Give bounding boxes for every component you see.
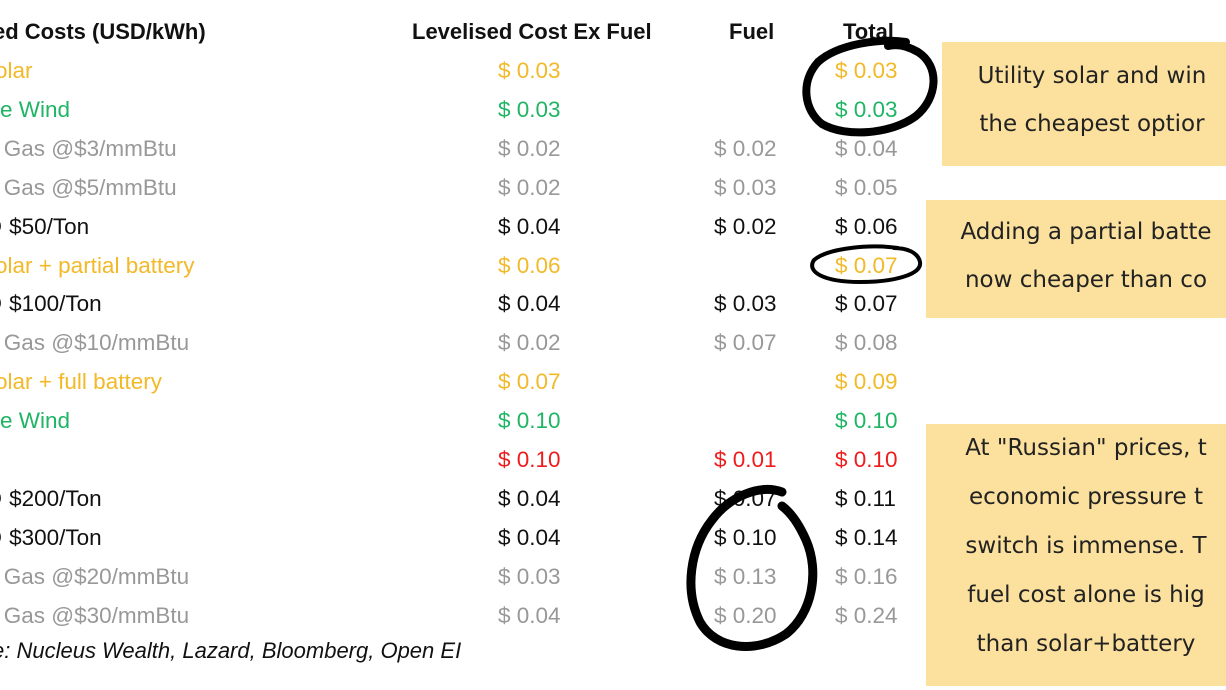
cell-total: $ 0.16 bbox=[835, 563, 898, 589]
row-label: ore Wind bbox=[0, 408, 71, 434]
note-line: the cheapest optior bbox=[979, 111, 1205, 137]
cell-ex-fuel: $ 0.06 bbox=[498, 252, 561, 278]
cell-total: $ 0.10 bbox=[835, 408, 898, 434]
cell-fuel: $ 0.20 bbox=[714, 602, 777, 628]
row-label: al Gas @$30/mmBtu bbox=[0, 602, 190, 628]
sticky-note-cheapest: Utility solar and win the cheapest optio… bbox=[942, 42, 1226, 166]
note-line: Adding a partial batte bbox=[960, 219, 1212, 245]
row-label: @ $100/Ton bbox=[0, 291, 102, 317]
header-ex-fuel: Levelised Cost Ex Fuel bbox=[412, 19, 652, 44]
note-line: switch is immense. T bbox=[965, 533, 1207, 559]
cell-fuel: $ 0.13 bbox=[714, 563, 777, 589]
cell-total: $ 0.10 bbox=[835, 447, 898, 472]
cell-total: $ 0.07 bbox=[835, 252, 898, 278]
cell-ex-fuel: $ 0.04 bbox=[498, 524, 561, 550]
cell-ex-fuel: $ 0.10 bbox=[498, 447, 561, 472]
table-row: al Gas @$3/mmBtu $ 0.02 $ 0.02 $ 0.04 bbox=[0, 129, 930, 168]
cell-fuel: $ 0.02 bbox=[714, 213, 777, 239]
row-label: al Gas @$10/mmBtu bbox=[0, 330, 190, 356]
table-row: al Gas @$10/mmBtu $ 0.02 $ 0.07 $ 0.08 bbox=[0, 323, 930, 362]
cell-total: $ 0.14 bbox=[835, 524, 898, 550]
source-note: e: Nucleus Wealth, Lazard, Bloomberg, Op… bbox=[0, 638, 462, 663]
table-row: al Gas @$5/mmBtu $ 0.02 $ 0.03 $ 0.05 bbox=[0, 168, 930, 207]
cell-total: $ 0.24 bbox=[835, 602, 898, 628]
cell-ex-fuel: $ 0.04 bbox=[498, 213, 561, 239]
table-row: @ $50/Ton $ 0.04 $ 0.02 $ 0.06 bbox=[0, 207, 930, 246]
table-row: @ $300/Ton $ 0.04 $ 0.10 $ 0.14 bbox=[0, 518, 930, 557]
table-row: @ $200/Ton $ 0.04 $ 0.07 $ 0.11 bbox=[0, 479, 930, 518]
cell-fuel: $ 0.03 bbox=[714, 174, 777, 200]
cell-ex-fuel: $ 0.03 bbox=[498, 563, 561, 589]
cell-ex-fuel: $ 0.04 bbox=[498, 602, 561, 628]
cell-ex-fuel: $ 0.04 bbox=[498, 485, 561, 511]
cell-total: $ 0.09 bbox=[835, 369, 898, 395]
cell-ex-fuel: $ 0.03 bbox=[498, 58, 561, 83]
header-label: zed Costs (USD/kWh) bbox=[0, 19, 206, 44]
row-label: @ $300/Ton bbox=[0, 524, 102, 550]
row-label: al Gas @$3/mmBtu bbox=[0, 135, 177, 161]
header-fuel: Fuel bbox=[729, 19, 775, 44]
row-label: @ $200/Ton bbox=[0, 485, 102, 511]
row-label: @ $50/Ton bbox=[0, 213, 90, 239]
table-row: ar$ 0.10$ 0.01$ 0.10 bbox=[0, 440, 930, 479]
cell-ex-fuel: $ 0.02 bbox=[498, 330, 561, 356]
cell-total: $ 0.04 bbox=[835, 135, 898, 161]
table-row: Solar + full battery $ 0.07 $ 0.09 bbox=[0, 362, 930, 401]
cell-ex-fuel: $ 0.03 bbox=[498, 96, 561, 122]
sticky-note-russian-prices: At "Russian" prices, t economic pressure… bbox=[926, 424, 1226, 686]
table-row: Solar + partial battery $ 0.06 $ 0.07 bbox=[0, 246, 930, 285]
cell-fuel: $ 0.03 bbox=[714, 291, 777, 317]
table-row: al Gas @$30/mmBtu $ 0.04 $ 0.20 $ 0.24 bbox=[0, 596, 930, 635]
cell-total: $ 0.05 bbox=[835, 174, 898, 200]
table-row: Solar $ 0.03 $ 0.03 bbox=[0, 51, 930, 90]
note-line: now cheaper than co bbox=[964, 267, 1208, 293]
note-line: At "Russian" prices, t bbox=[965, 435, 1207, 461]
cell-fuel: $ 0.01 bbox=[714, 447, 777, 472]
cell-ex-fuel: $ 0.02 bbox=[498, 135, 561, 161]
row-label: ore Wind bbox=[0, 96, 71, 122]
table-row: ore Wind $ 0.10 $ 0.10 bbox=[0, 401, 930, 440]
table-row: al Gas @$20/mmBtu $ 0.03 $ 0.13 $ 0.16 bbox=[0, 557, 930, 596]
row-label: al Gas @$20/mmBtu bbox=[0, 563, 190, 589]
note-line: economic pressure t bbox=[969, 484, 1203, 510]
cell-total: $ 0.07 bbox=[835, 291, 898, 317]
cell-total: $ 0.03 bbox=[835, 58, 898, 83]
note-line: fuel cost alone is hig bbox=[967, 582, 1205, 608]
row-label: al Gas @$5/mmBtu bbox=[0, 174, 177, 200]
row-label: Solar + partial battery bbox=[0, 252, 195, 278]
cell-total: $ 0.11 bbox=[835, 485, 896, 511]
cell-fuel: $ 0.02 bbox=[714, 135, 777, 161]
cell-fuel: $ 0.07 bbox=[714, 485, 777, 511]
cell-total: $ 0.06 bbox=[835, 213, 898, 239]
row-label: Solar bbox=[0, 58, 33, 83]
row-label: Solar + full battery bbox=[0, 369, 162, 395]
cell-ex-fuel: $ 0.04 bbox=[498, 291, 561, 317]
cell-ex-fuel: $ 0.10 bbox=[498, 408, 561, 434]
cell-fuel: $ 0.10 bbox=[714, 524, 777, 550]
table-row: ore Wind $ 0.03 $ 0.03 bbox=[0, 90, 930, 129]
note-line: Utility solar and win bbox=[977, 63, 1207, 89]
cell-total: $ 0.08 bbox=[835, 330, 898, 356]
cell-total: $ 0.03 bbox=[835, 96, 898, 122]
sticky-note-partial-battery: Adding a partial batte now cheaper than … bbox=[926, 200, 1226, 318]
cell-ex-fuel: $ 0.02 bbox=[498, 174, 561, 200]
header-total: Total bbox=[843, 19, 894, 44]
note-line: than solar+battery bbox=[976, 631, 1196, 657]
cell-ex-fuel: $ 0.07 bbox=[498, 369, 561, 395]
cell-fuel: $ 0.07 bbox=[714, 330, 777, 356]
table-row: @ $100/Ton $ 0.04 $ 0.03 $ 0.07 bbox=[0, 284, 930, 323]
